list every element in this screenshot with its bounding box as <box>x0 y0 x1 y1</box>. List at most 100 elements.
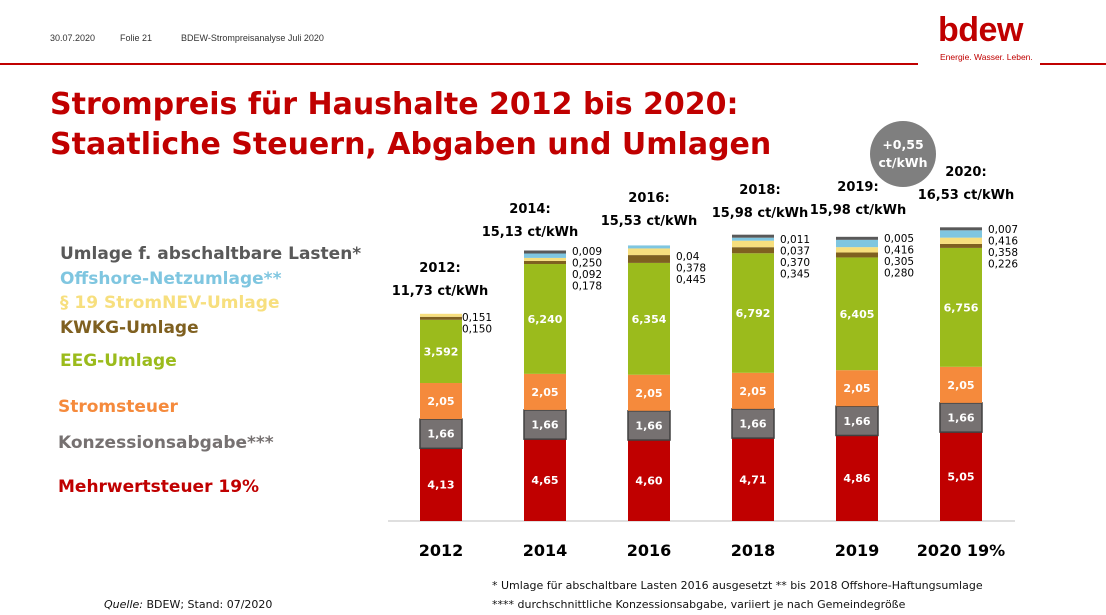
bar-abschaltbar-4 <box>836 236 878 240</box>
value-label-eeg-5: 6,756 <box>944 301 979 314</box>
bar-kwkg-4 <box>836 252 878 258</box>
value-label-stromsteuer-3: 2,05 <box>739 385 766 398</box>
bar-stromnev-5 <box>940 237 982 244</box>
bar-stromsteuer-5 <box>940 366 982 403</box>
header-rule-left <box>0 63 918 65</box>
title-line-1: Strompreis für Haushalte 2012 bis 2020: <box>50 87 739 122</box>
badge-value: +0,55 <box>882 137 924 152</box>
bar-mwst-5 <box>940 432 982 521</box>
small-value-label-3-2: 0,370 <box>780 257 810 269</box>
total-year-label-1: 2014: <box>509 202 550 217</box>
value-label-mwst-2: 4,60 <box>635 475 662 488</box>
small-value-label-3-0: 0,011 <box>780 234 810 246</box>
small-value-label-4-1: 0,416 <box>884 245 914 257</box>
bar-offshore-5 <box>940 230 982 238</box>
bar-mwst-0 <box>420 448 462 521</box>
legend-abschaltbar: Umlage f. abschaltbare Lasten* <box>60 244 362 264</box>
bar-kwkg-1 <box>524 260 566 265</box>
value-label-konzession-0: 1,66 <box>427 428 454 441</box>
legend-stromsteuer: Stromsteuer <box>58 397 178 417</box>
legend-konzession: Konzessionsabgabe*** <box>58 433 274 453</box>
bar-konzession-0 <box>419 418 463 450</box>
value-label-stromsteuer-5: 2,05 <box>947 379 974 392</box>
small-value-label-5-0: 0,007 <box>988 224 1018 236</box>
bar-konzession-2 <box>627 410 671 441</box>
value-label-konzession-5: 1,66 <box>947 412 974 425</box>
value-label-mwst-4: 4,86 <box>843 472 870 485</box>
total-value-label-4: 15,98 ct/kWh <box>810 203 907 218</box>
x-tick-label-2: 2016 <box>627 541 672 560</box>
small-value-label-1-3: 0,178 <box>572 281 602 293</box>
value-label-mwst-3: 4,71 <box>739 474 766 487</box>
footnote-2: **** durchschnittliche Konzessionsabgabe… <box>492 598 906 611</box>
bar-stromsteuer-0 <box>420 383 462 420</box>
bar-offshore-2 <box>628 245 670 249</box>
bar-konzession-3 <box>731 408 775 439</box>
value-label-stromsteuer-2: 2,05 <box>635 387 662 400</box>
bar-eeg-4 <box>836 257 878 371</box>
bar-abschaltbar-1 <box>524 250 566 254</box>
value-label-stromsteuer-0: 2,05 <box>427 395 454 408</box>
legend-eeg: EEG-Umlage <box>60 351 177 371</box>
footnote-1: * Umlage für abschaltbare Lasten 2016 au… <box>492 579 983 592</box>
bdew-logo: bdew <box>938 11 1023 49</box>
bar-kwkg-2 <box>628 255 670 263</box>
value-label-mwst-1: 4,65 <box>531 474 558 487</box>
value-label-konzession-1: 1,66 <box>531 419 558 432</box>
bar-offshore-3 <box>732 237 774 241</box>
value-label-mwst-5: 5,05 <box>947 471 974 484</box>
legend-mwst: Mehrwertsteuer 19% <box>58 477 260 497</box>
logo-tagline: Energie. Wasser. Leben. <box>940 52 1033 62</box>
badge-unit: ct/kWh <box>878 155 928 170</box>
total-value-label-2: 15,53 ct/kWh <box>601 214 698 229</box>
bar-stromnev-3 <box>732 240 774 248</box>
slide-date: 30.07.2020 <box>50 33 96 43</box>
slide-number: Folie 21 <box>120 33 153 43</box>
small-value-label-1-2: 0,092 <box>572 269 602 281</box>
value-label-stromsteuer-1: 2,05 <box>531 386 558 399</box>
bar-offshore-1 <box>524 253 566 258</box>
bar-kwkg-5 <box>940 243 982 248</box>
source-text: BDEW; Stand: 07/2020 <box>142 598 273 611</box>
small-value-label-2-0: 0,04 <box>676 251 700 263</box>
x-tick-label-5: 2020 19% <box>917 541 1005 560</box>
bar-abschaltbar-3 <box>732 234 774 238</box>
x-tick-label-3: 2018 <box>731 541 776 560</box>
bar-kwkg-3 <box>732 247 774 254</box>
value-label-eeg-0: 3,592 <box>424 345 459 358</box>
small-value-label-5-2: 0,358 <box>988 247 1018 259</box>
x-tick-label-0: 2012 <box>419 541 464 560</box>
bar-stromsteuer-1 <box>524 373 566 410</box>
source-label: Quelle: <box>104 598 143 611</box>
value-label-eeg-4: 6,405 <box>840 308 875 321</box>
small-value-label-5-3: 0,226 <box>988 259 1018 271</box>
bar-mwst-4 <box>836 435 878 521</box>
source-note: Quelle: BDEW; Stand: 07/2020 <box>104 598 272 611</box>
value-label-stromsteuer-4: 2,05 <box>843 382 870 395</box>
bar-eeg-1 <box>524 264 566 374</box>
header-rule-right <box>1040 63 1106 65</box>
total-year-label-3: 2018: <box>739 183 780 198</box>
bar-konzession-4 <box>835 405 879 437</box>
small-value-label-4-0: 0,005 <box>884 233 914 245</box>
total-year-label-5: 2020: <box>945 165 986 180</box>
bar-stromsteuer-2 <box>628 374 670 411</box>
small-value-label-2-1: 0,378 <box>676 263 706 275</box>
value-label-mwst-0: 4,13 <box>427 479 454 492</box>
value-label-konzession-4: 1,66 <box>843 415 870 428</box>
legend-stromnev: § 19 StromNEV-Umlage <box>60 293 280 313</box>
bar-stromsteuer-4 <box>836 370 878 407</box>
small-value-label-0-0: 0,151 <box>462 312 492 324</box>
bar-eeg-3 <box>732 253 774 373</box>
legend-kwkg: KWKG-Umlage <box>60 318 199 338</box>
bar-stromsteuer-3 <box>732 372 774 409</box>
value-label-eeg-2: 6,354 <box>632 313 667 326</box>
total-value-label-1: 15,13 ct/kWh <box>482 225 579 240</box>
small-value-label-1-0: 0,009 <box>572 246 602 258</box>
total-year-label-4: 2019: <box>837 180 878 195</box>
bar-mwst-2 <box>628 440 670 521</box>
small-value-label-1-1: 0,250 <box>572 258 602 270</box>
small-value-label-4-3: 0,280 <box>884 268 914 280</box>
bar-konzession-1 <box>523 409 567 440</box>
bar-mwst-3 <box>732 438 774 521</box>
